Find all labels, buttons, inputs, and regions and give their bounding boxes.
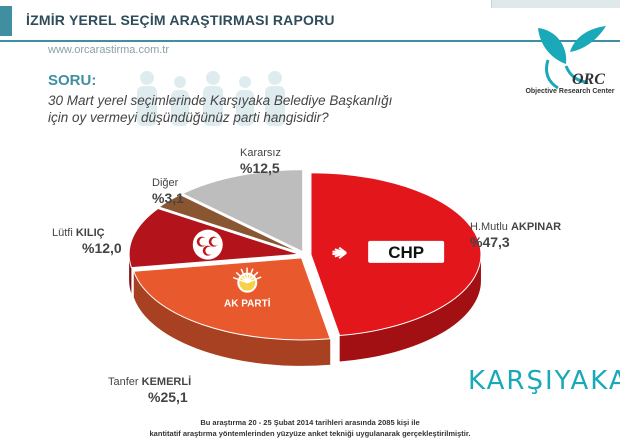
pie-sides bbox=[129, 254, 481, 366]
pie-slice-side-0-0 bbox=[339, 254, 481, 362]
footnote-line-1: Bu araştırma 20 - 25 Şubat 2014 tarihler… bbox=[200, 418, 420, 427]
slice-label-3: Diğer%3,1 bbox=[152, 177, 184, 206]
slice-name-4: Kararsız bbox=[240, 147, 281, 159]
slice-name-1: Tanfer KEMERLİ bbox=[108, 375, 191, 388]
chp-logo-text: CHP bbox=[388, 243, 424, 262]
chp-logo: CHP bbox=[332, 240, 445, 263]
header-divider bbox=[0, 40, 620, 42]
slice-name-3: Diğer bbox=[152, 177, 179, 189]
slice-value-2: %12,0 bbox=[82, 240, 122, 256]
header-accent-bar bbox=[0, 6, 12, 36]
slice-value-0: %47,3 bbox=[470, 234, 510, 250]
question-text: 30 Mart yerel seçimlerinde Karşıyaka Bel… bbox=[48, 92, 448, 126]
slice-value-4: %12,5 bbox=[240, 160, 280, 176]
slice-label-2: Lütfi KILIÇ%12,0 bbox=[52, 227, 122, 256]
pie-slice-3 bbox=[158, 194, 301, 254]
pie-slice-side-1-0 bbox=[133, 271, 331, 366]
question-line-2: için oy vermeyi düşündüğünüz parti hangi… bbox=[48, 110, 329, 125]
footnote: Bu araştırma 20 - 25 Şubat 2014 tarihler… bbox=[60, 417, 560, 439]
slice-label-0: H.Mutlu AKPINAR%47,3 bbox=[470, 221, 561, 250]
logo-caption: Objective Research Center bbox=[525, 88, 615, 95]
slice-name-0: H.Mutlu AKPINAR bbox=[470, 221, 561, 233]
slice-value-1: %25,1 bbox=[148, 389, 188, 405]
question-line-1: 30 Mart yerel seçimlerinde Karşıyaka Bel… bbox=[48, 93, 393, 108]
pie-slice-1 bbox=[133, 257, 331, 341]
header-corner-box bbox=[491, 0, 620, 8]
mhp-logo bbox=[192, 229, 223, 260]
orc-logo: ORC bbox=[538, 26, 606, 90]
logo-mark: ORC bbox=[572, 71, 605, 88]
akparti-logo: AK PARTİ bbox=[224, 267, 271, 310]
report-header: İZMİR YEREL SEÇİM ARAŞTIRMASI RAPORU bbox=[0, 0, 620, 40]
akparti-logo-text: AK PARTİ bbox=[224, 297, 271, 310]
report-title: İZMİR YEREL SEÇİM ARAŞTIRMASI RAPORU bbox=[26, 12, 335, 28]
slice-label-1: Tanfer KEMERLİ%25,1 bbox=[108, 375, 191, 405]
pie-slice-side-2-0 bbox=[129, 254, 132, 294]
slice-label-4: Kararsız%12,5 bbox=[240, 147, 281, 176]
people-icon bbox=[137, 71, 285, 126]
slice-name-2: Lütfi KILIÇ bbox=[52, 227, 105, 239]
website-url: www.orcarastirma.com.tr bbox=[48, 44, 170, 56]
slice-value-3: %3,1 bbox=[152, 190, 184, 206]
footnote-line-2: kantitatif araştırma yöntemlerinden yüzy… bbox=[149, 429, 471, 438]
pie-slice-4 bbox=[181, 169, 304, 253]
question-label: SORU: bbox=[48, 72, 97, 89]
watermark-karsiyaka: KARŞIYAKA bbox=[468, 366, 620, 396]
